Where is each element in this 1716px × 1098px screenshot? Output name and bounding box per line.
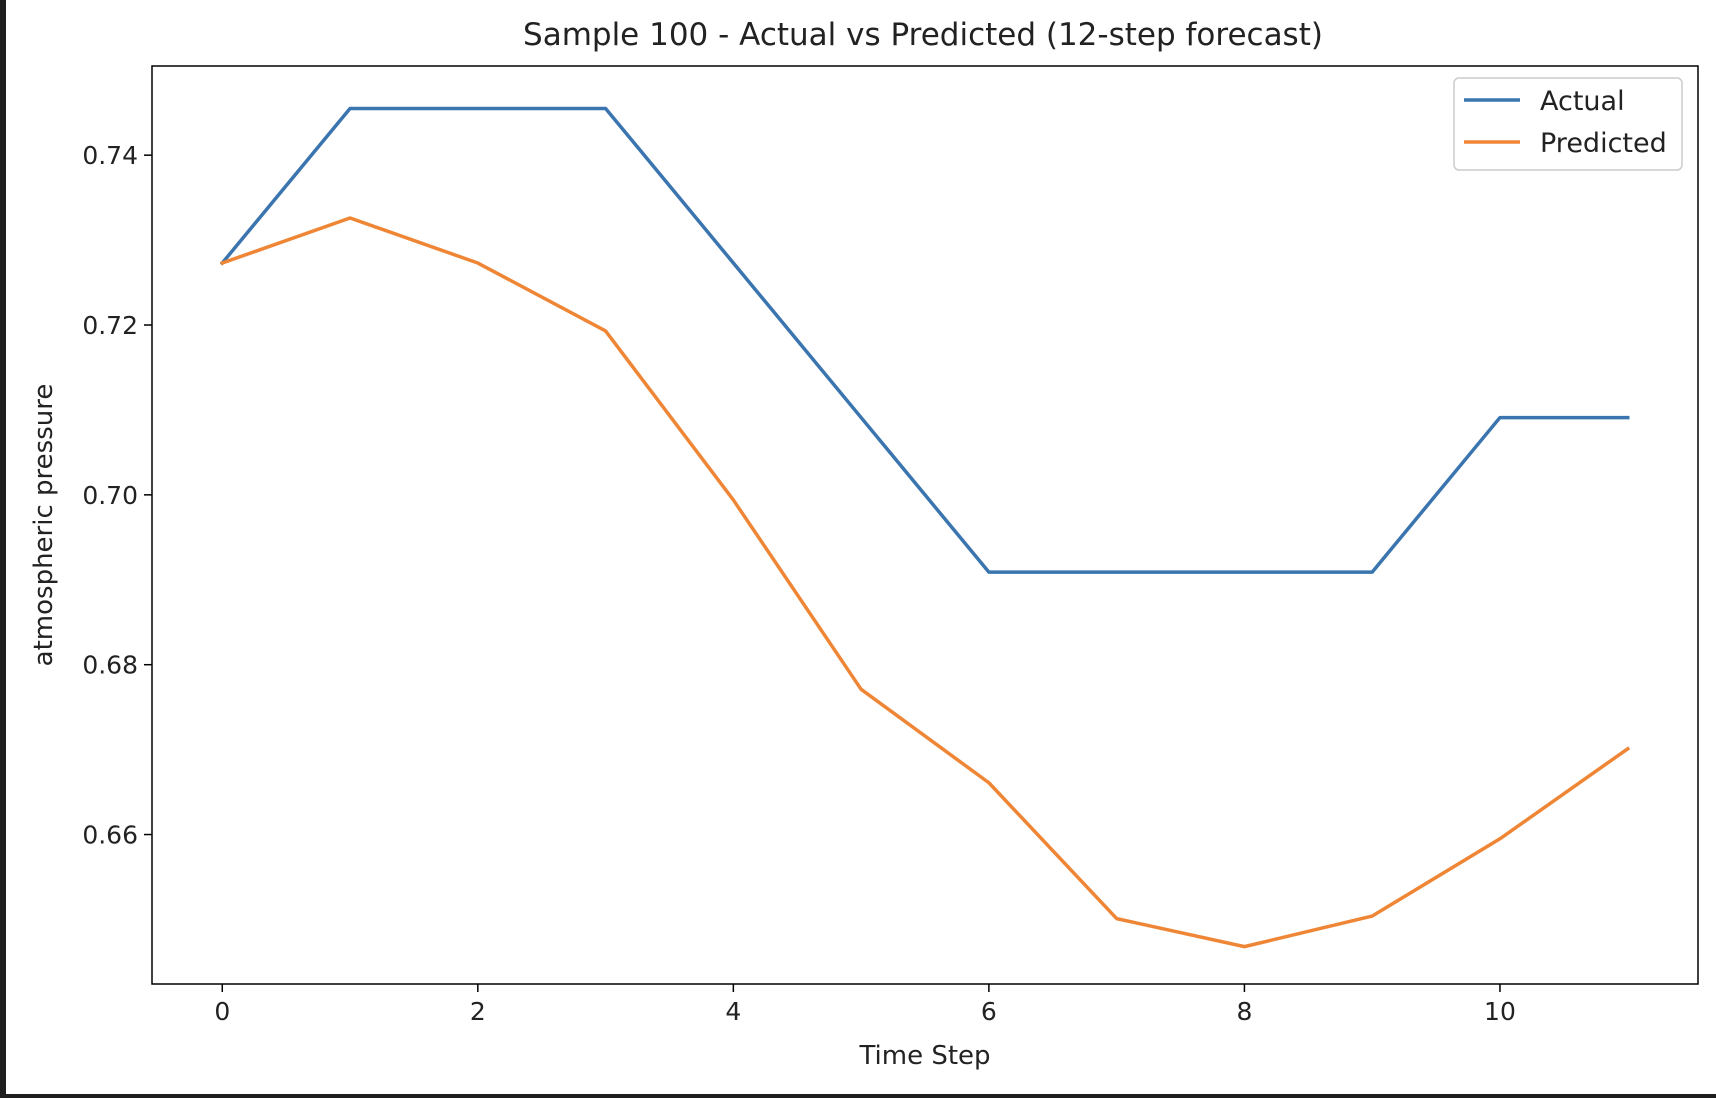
x-axis: 0 2 4 6 8 10 <box>214 984 1516 1026</box>
x-tick-label: 6 <box>981 997 997 1026</box>
series-line-actual <box>219 106 1630 574</box>
series-lines <box>219 106 1631 949</box>
x-tick-label: 2 <box>470 997 486 1026</box>
chart-title: Sample 100 - Actual vs Predicted (12-ste… <box>523 17 1323 53</box>
y-tick-label: 0.66 <box>82 821 138 850</box>
x-axis-label: Time Step <box>858 1041 990 1071</box>
x-tick-label: 0 <box>214 997 230 1026</box>
chart-figure: Sample 100 - Actual vs Predicted (12-ste… <box>6 0 1716 1094</box>
series-line-predicted <box>220 216 1631 949</box>
y-axis: 0.66 0.68 0.70 0.72 0.74 <box>82 141 152 850</box>
x-tick-label: 8 <box>1236 997 1252 1026</box>
legend-label-predicted: Predicted <box>1540 128 1667 159</box>
legend-label-actual: Actual <box>1540 86 1625 117</box>
y-axis-label: atmospheric pressure <box>29 384 59 667</box>
y-tick-label: 0.68 <box>82 651 138 680</box>
y-tick-label: 0.70 <box>82 481 138 510</box>
x-tick-label: 4 <box>725 997 741 1026</box>
y-tick-label: 0.72 <box>82 311 138 340</box>
y-tick-label: 0.74 <box>82 141 138 170</box>
line-chart: Sample 100 - Actual vs Predicted (12-ste… <box>29 17 1699 1071</box>
x-tick-label: 10 <box>1484 997 1516 1026</box>
legend: Actual Predicted <box>1453 77 1683 171</box>
plot-area <box>151 65 1699 985</box>
